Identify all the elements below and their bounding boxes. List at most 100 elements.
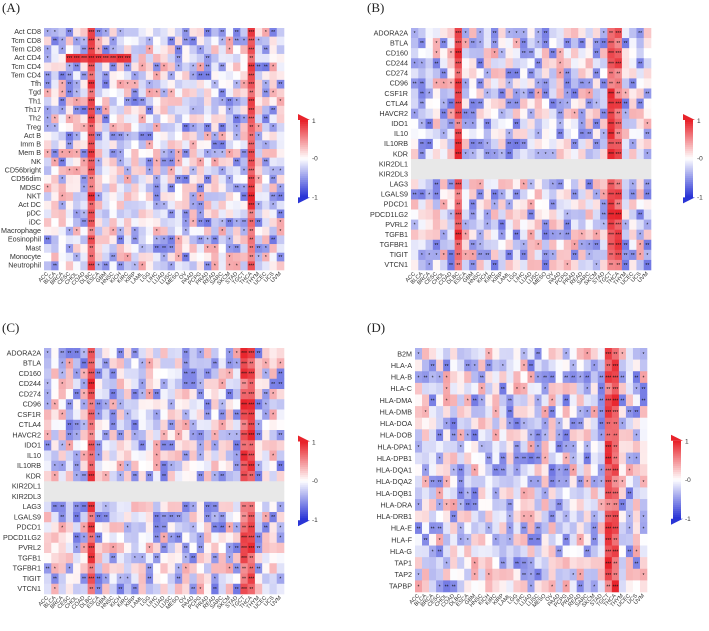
heatmap-cell [58, 252, 67, 262]
heatmap-cell [607, 169, 615, 180]
heatmap-cell [549, 239, 557, 251]
heatmap-cell [485, 522, 493, 535]
heatmap-cell [254, 45, 263, 55]
significance-mark: ** [501, 561, 505, 567]
heatmap-cell [109, 114, 118, 124]
heatmap-cell [576, 452, 585, 465]
heatmap-cell [618, 371, 627, 384]
legend-swatch [673, 485, 681, 488]
significance-mark: * [486, 142, 488, 148]
heatmap-cell [415, 371, 423, 384]
heatmap-cell [254, 419, 263, 431]
heatmap-cell [211, 105, 219, 115]
heatmap-cell [189, 53, 198, 63]
heatmap-cell [131, 522, 139, 533]
heatmap-cell [569, 568, 577, 581]
heatmap-cell [569, 371, 577, 384]
legend-swatch [673, 499, 681, 502]
heatmap-cell [632, 348, 641, 360]
heatmap-cell [555, 440, 563, 453]
heatmap-cell [478, 394, 486, 407]
heatmap-cell [478, 406, 486, 419]
heatmap-cell [513, 568, 521, 581]
heatmap-cell [174, 62, 183, 72]
heatmap-cell [80, 252, 88, 262]
heatmap-cell [600, 209, 608, 220]
legend-arrow-top [298, 435, 310, 442]
heatmap-cell [51, 174, 59, 184]
heatmap-cell [436, 394, 444, 407]
heatmap-cell [578, 249, 586, 261]
legend-swatch [685, 135, 693, 138]
heatmap-cell [65, 114, 74, 124]
heatmap-cell [450, 406, 458, 419]
significance-mark: *** [455, 233, 461, 239]
heatmap-cell [153, 235, 161, 245]
legend-swatch [300, 131, 308, 134]
heatmap-cell [247, 218, 256, 228]
row-label: TAP2 [395, 570, 412, 579]
heatmap-cell [563, 38, 572, 49]
heatmap-cell [492, 394, 500, 407]
significance-mark: ** [638, 61, 642, 67]
significance-mark: ** [177, 515, 181, 521]
significance-mark: ** [564, 399, 568, 405]
heatmap-cell [269, 491, 278, 503]
significance-mark: ** [111, 65, 115, 71]
heatmap-cell [211, 440, 219, 451]
heatmap-cell [534, 159, 543, 170]
heatmap-cell [269, 235, 278, 245]
heatmap-cell [498, 88, 506, 99]
heatmap-cell [440, 68, 448, 79]
significance-mark: ** [485, 122, 489, 128]
heatmap-cell [512, 28, 521, 39]
heatmap-cell [636, 159, 645, 170]
significance-mark: * [68, 168, 70, 174]
significance-mark: ** [162, 525, 166, 531]
heatmap-cell [541, 118, 550, 130]
heatmap-cell [520, 249, 528, 261]
significance-mark: * [112, 39, 114, 45]
significance-mark: *** [248, 351, 254, 357]
heatmap-cell [102, 97, 110, 107]
heatmap-cell [429, 359, 437, 372]
heatmap-cell [131, 252, 139, 262]
heatmap-cell [94, 389, 103, 400]
significance-mark: *** [88, 372, 94, 378]
heatmap-cell [51, 553, 59, 564]
heatmap-cell [429, 382, 437, 395]
legend-swatch [300, 496, 308, 499]
heatmap-cell [51, 36, 59, 46]
heatmap-cell [116, 200, 125, 210]
significance-mark: * [141, 556, 143, 562]
heatmap-cell [73, 399, 81, 410]
heatmap-cell [440, 209, 448, 220]
heatmap-cell [618, 533, 627, 546]
heatmap-cell [534, 118, 543, 130]
significance-mark: ** [133, 99, 137, 105]
heatmap-cell [512, 88, 521, 99]
heatmap-cell [562, 545, 570, 558]
heatmap-cell [247, 491, 256, 503]
significance-mark: * [47, 392, 49, 398]
heatmap-cell [556, 38, 565, 49]
heatmap-cell [549, 68, 557, 79]
significance-mark: ** [522, 561, 526, 567]
significance-mark: * [509, 526, 511, 532]
significance-mark: * [465, 152, 467, 158]
significance-mark: ** [594, 51, 598, 57]
heatmap-cell [625, 580, 634, 593]
significance-mark: *** [248, 402, 254, 408]
heatmap-cell [247, 430, 256, 441]
heatmap-cell [276, 62, 285, 72]
heatmap-cell [116, 45, 125, 55]
heatmap-cell [102, 368, 110, 380]
heatmap-cell [211, 378, 219, 390]
heatmap-cell [425, 189, 434, 200]
significance-mark: ** [249, 566, 253, 572]
heatmap-cell [247, 45, 256, 55]
significance-mark: * [530, 573, 532, 579]
heatmap-cell [124, 200, 132, 210]
heatmap-cell [254, 348, 263, 359]
heatmap-cell [182, 149, 190, 158]
